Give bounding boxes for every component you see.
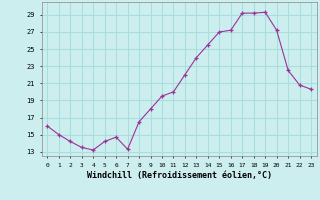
X-axis label: Windchill (Refroidissement éolien,°C): Windchill (Refroidissement éolien,°C)	[87, 171, 272, 180]
